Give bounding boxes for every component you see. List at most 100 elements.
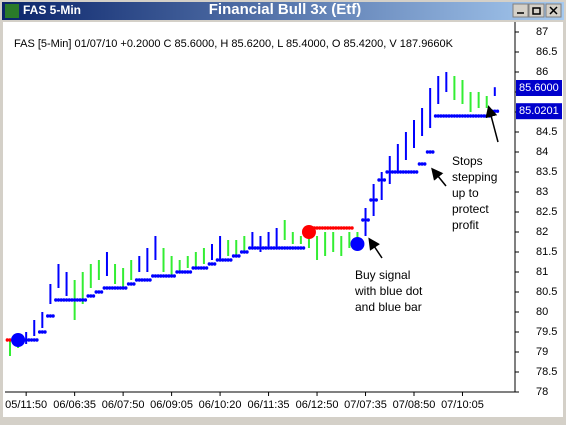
x-tick-label: 07/07:35 [344,399,387,411]
stop-dot [272,246,276,250]
y-tick-label: 86.5 [536,46,557,58]
stop-dot [261,246,265,250]
stop-dot [153,274,158,278]
stop-dot [390,170,395,174]
stop-dot [371,198,376,202]
stop-dot [291,246,295,250]
stop-dot [323,226,327,230]
stop-dot [393,170,397,174]
stop-dot [72,298,77,302]
stop-dot [283,246,287,250]
annotation: stepping [452,170,497,184]
annotation: profit [452,218,479,232]
stop-dot [194,266,198,270]
stop-dot [37,330,42,334]
y-tick-label: 84.5 [536,126,557,138]
stop-dot [51,314,55,318]
stop-dot [339,226,343,230]
annotation: Buy signal [355,268,410,282]
stop-dot [320,226,325,230]
y-tick-label: 78 [536,386,548,398]
stop-dot [447,114,451,118]
stop-dot [27,338,31,342]
stop-dot [285,246,290,250]
annotation: with blue dot [354,284,423,298]
stop-dot [129,282,133,286]
stop-dot [124,286,128,290]
stop-dot [164,274,168,278]
stop-dot [274,246,279,250]
y-tick-label: 79 [536,346,548,358]
window-buttons[interactable] [512,3,562,18]
stop-dot [202,266,206,270]
price-tag [516,103,562,120]
stop-dot [455,114,459,118]
stop-dot [86,294,90,298]
y-tick-label: 83 [536,186,548,198]
stop-dot [433,114,438,118]
stop-dot [482,114,486,118]
stop-dot [199,266,203,270]
stop-dot [107,286,112,290]
x-tick-label: 06/11:35 [248,399,290,411]
stop-dot [369,198,373,202]
stop-dot [175,270,179,274]
stop-dot [183,270,187,274]
stop-dot [479,114,484,118]
stop-dot [250,246,255,250]
stop-dot [293,246,298,250]
stop-dot [409,170,414,174]
stop-dot [245,250,249,254]
stop-dot [24,338,28,342]
info-line: FAS [5-Min] 01/07/10 +0.2000 C 85.6000, … [14,38,454,50]
stop-dot [196,266,201,270]
stop-dot [191,266,195,270]
maximize-button[interactable] [528,3,545,18]
signal-dot [301,225,316,239]
chart-panel [3,22,563,417]
stop-dot [256,246,260,250]
stop-dot [204,266,209,270]
stop-dot [425,150,430,154]
stop-dot [218,258,222,262]
stop-dot [431,150,435,154]
stop-dot [242,250,247,254]
stop-dot [134,278,139,282]
stop-dot [5,338,10,342]
stop-dot [64,298,69,302]
stop-dot [436,114,440,118]
stop-dot [110,286,115,290]
stop-dot [126,282,131,286]
stop-dot [188,270,193,274]
y-tick-label: 81 [536,266,548,278]
stop-dot [301,246,306,250]
stop-dot [89,294,93,298]
x-tick-label: 07/08:50 [393,399,436,411]
minimize-button[interactable] [512,3,529,18]
stop-dot [423,162,427,166]
title-bar [2,2,564,20]
stop-dot [75,298,80,302]
stop-dot [67,298,71,302]
y-tick-label: 80.5 [536,286,557,298]
stop-dot [40,330,45,334]
stop-dot [439,114,443,118]
stop-dot [97,290,101,294]
stop-dot [412,170,416,174]
price-tag [516,80,562,96]
stop-dot [105,286,109,290]
stop-dot [62,298,66,302]
annotation: protect [452,202,489,216]
stop-dot [420,162,424,166]
stop-dot [35,338,39,342]
stop-dot [441,114,446,118]
stop-dot [401,170,405,174]
stop-dot [269,246,273,250]
stop-dot [156,274,160,278]
x-tick-label: 06/06:35 [53,399,96,411]
stop-dot [326,226,330,230]
stop-dot [180,270,185,274]
x-tick-label: 06/07:50 [102,399,145,411]
